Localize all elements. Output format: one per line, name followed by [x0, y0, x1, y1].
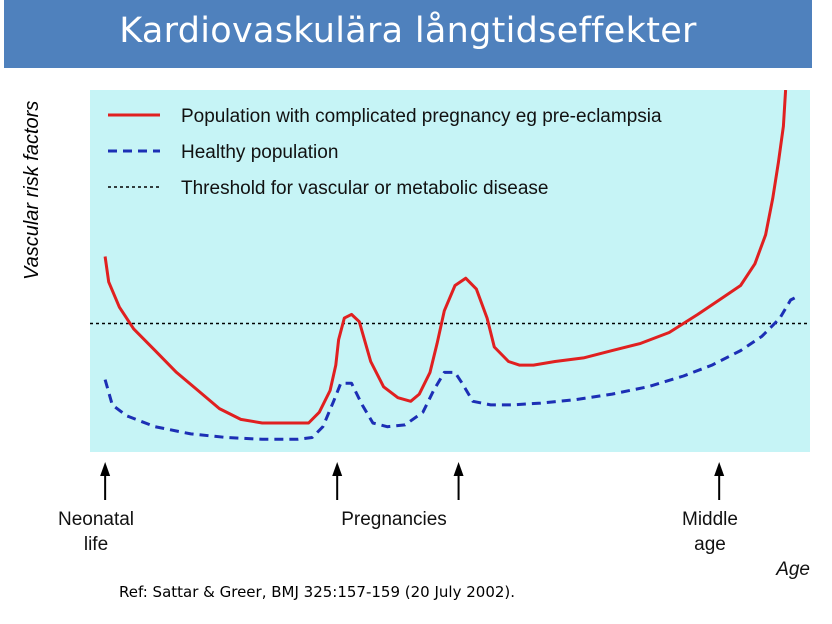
arrow-pregnancy-2-head — [453, 462, 464, 476]
title-bar: Kardiovaskulära långtidseffekter — [4, 0, 812, 68]
arrow-pregnancy-1-head — [332, 462, 343, 476]
event-label-middle-age-2: age — [694, 534, 726, 555]
reference-text: Ref: Sattar & Greer, BMJ 325:157-159 (20… — [119, 583, 516, 601]
event-label-neonatal-2: life — [84, 534, 108, 555]
arrow-middle-age-head — [714, 462, 725, 476]
arrow-neonatal-head — [100, 462, 111, 476]
legend-threshold-label: Threshold for vascular or metabolic dise… — [181, 178, 549, 199]
event-label-neonatal-1: Neonatal — [58, 509, 134, 530]
legend-pre-eclampsia-label: Population with complicated pregnancy eg… — [181, 106, 662, 127]
legend-healthy-label: Healthy population — [181, 142, 338, 163]
event-label-middle-age-1: Middle — [682, 509, 738, 530]
y-axis-label: Vascular risk factors — [21, 101, 43, 280]
pre-eclampsia-series-line — [103, 90, 788, 425]
x-axis-label: Age — [775, 559, 810, 580]
page-title: Kardiovaskulära långtidseffekter — [119, 11, 697, 51]
plot-area — [90, 90, 810, 452]
event-label-pregnancy-1-1: Pregnancies — [341, 509, 447, 530]
